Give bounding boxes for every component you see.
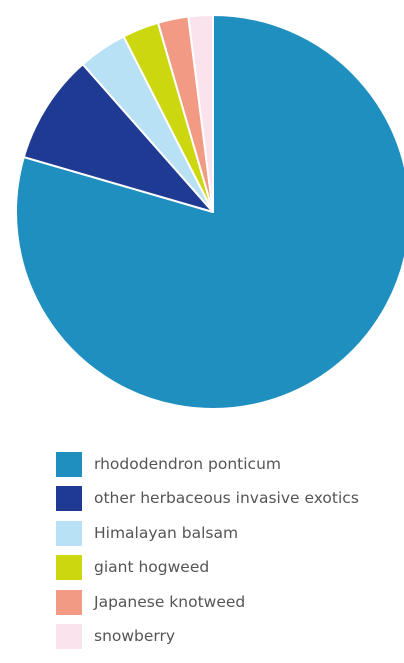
legend: rhododendron ponticum other herbaceous i…	[56, 447, 404, 654]
legend-item: Himalayan balsam	[56, 516, 404, 551]
legend-label: rhododendron ponticum	[94, 454, 282, 473]
legend-item: Japanese knotweed	[56, 585, 404, 620]
legend-label: Himalayan balsam	[94, 523, 239, 542]
legend-item: other herbaceous invasive exotics	[56, 482, 404, 517]
pie-slice	[22, 63, 214, 213]
legend-label: giant hogweed	[94, 558, 210, 576]
legend-swatch	[56, 589, 82, 615]
legend-label: other herbaceous invasive exotics	[94, 489, 359, 507]
pie-chart-svg	[15, 13, 404, 410]
legend-label: Japanese knotweed	[94, 592, 246, 611]
legend-item: rhododendron ponticum	[56, 447, 404, 482]
legend-swatch	[56, 555, 82, 581]
legend-swatch	[56, 624, 82, 650]
legend-label: snowberry	[94, 627, 176, 645]
legend-swatch	[56, 451, 82, 477]
legend-item: giant hogweed	[56, 551, 404, 586]
legend-swatch	[56, 486, 82, 512]
pie-slice	[187, 13, 214, 213]
legend-item: snowberry	[56, 620, 404, 655]
legend-swatch	[56, 520, 82, 546]
